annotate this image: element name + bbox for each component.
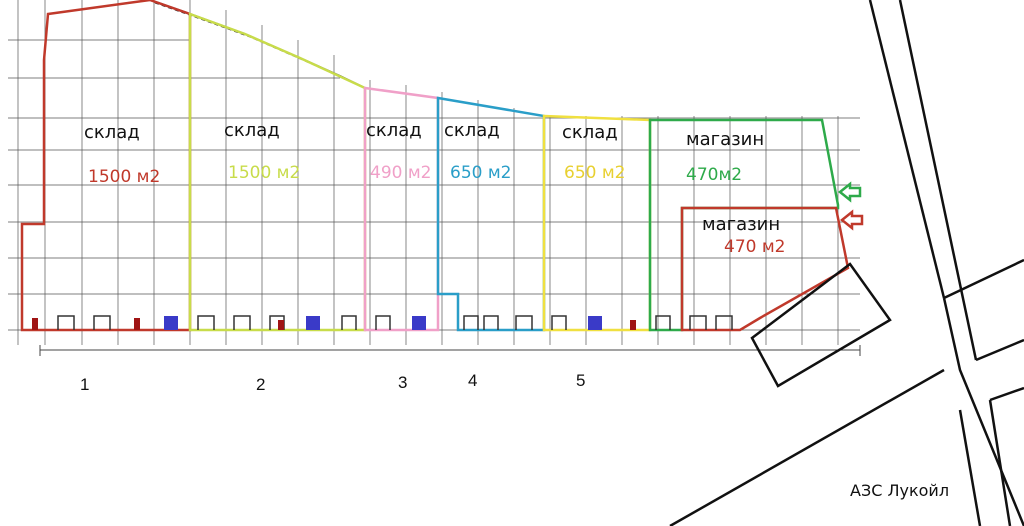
section-1-label: склад	[84, 122, 140, 143]
gas-station-label: АЗС Лукойл	[850, 481, 949, 500]
section-6-area: 470м2	[686, 165, 742, 185]
window-markers	[164, 316, 602, 330]
section-1-outline	[20, 0, 192, 332]
top-wall	[149, 0, 366, 89]
section-1-area: 1500 м2	[88, 167, 160, 187]
section-4-label: склад	[444, 120, 500, 141]
roads	[669, 0, 1024, 526]
section-6-label: магазин	[686, 129, 764, 150]
section-2-area: 1500 м2	[228, 163, 300, 183]
section-3-number: 3	[398, 373, 407, 392]
entrance-arrow-icon-red	[839, 209, 864, 231]
annex-outline	[750, 262, 892, 388]
section-3-area: 490 м2	[370, 163, 432, 183]
section-7-area: 470 м2	[724, 237, 786, 257]
section-1-number: 1	[80, 375, 89, 394]
section-5-outline	[542, 114, 652, 332]
dimension-line	[39, 345, 861, 356]
section-5-area: 650 м2	[564, 163, 626, 183]
building-grid	[8, 0, 860, 345]
section-4-number: 4	[468, 371, 477, 390]
section-3-outline	[363, 86, 440, 332]
door-markers	[32, 318, 636, 330]
section-2-label: склад	[224, 120, 280, 141]
section-5-number: 5	[576, 371, 585, 390]
section-3-label: склад	[366, 120, 422, 141]
section-5-label: склад	[562, 122, 618, 143]
entrance-arrow-icon-green	[837, 181, 862, 203]
section-4-area: 650 м2	[450, 163, 512, 183]
section-2-number: 2	[256, 375, 265, 394]
section-7-label: магазин	[702, 214, 780, 235]
section-7-outline	[680, 206, 850, 332]
